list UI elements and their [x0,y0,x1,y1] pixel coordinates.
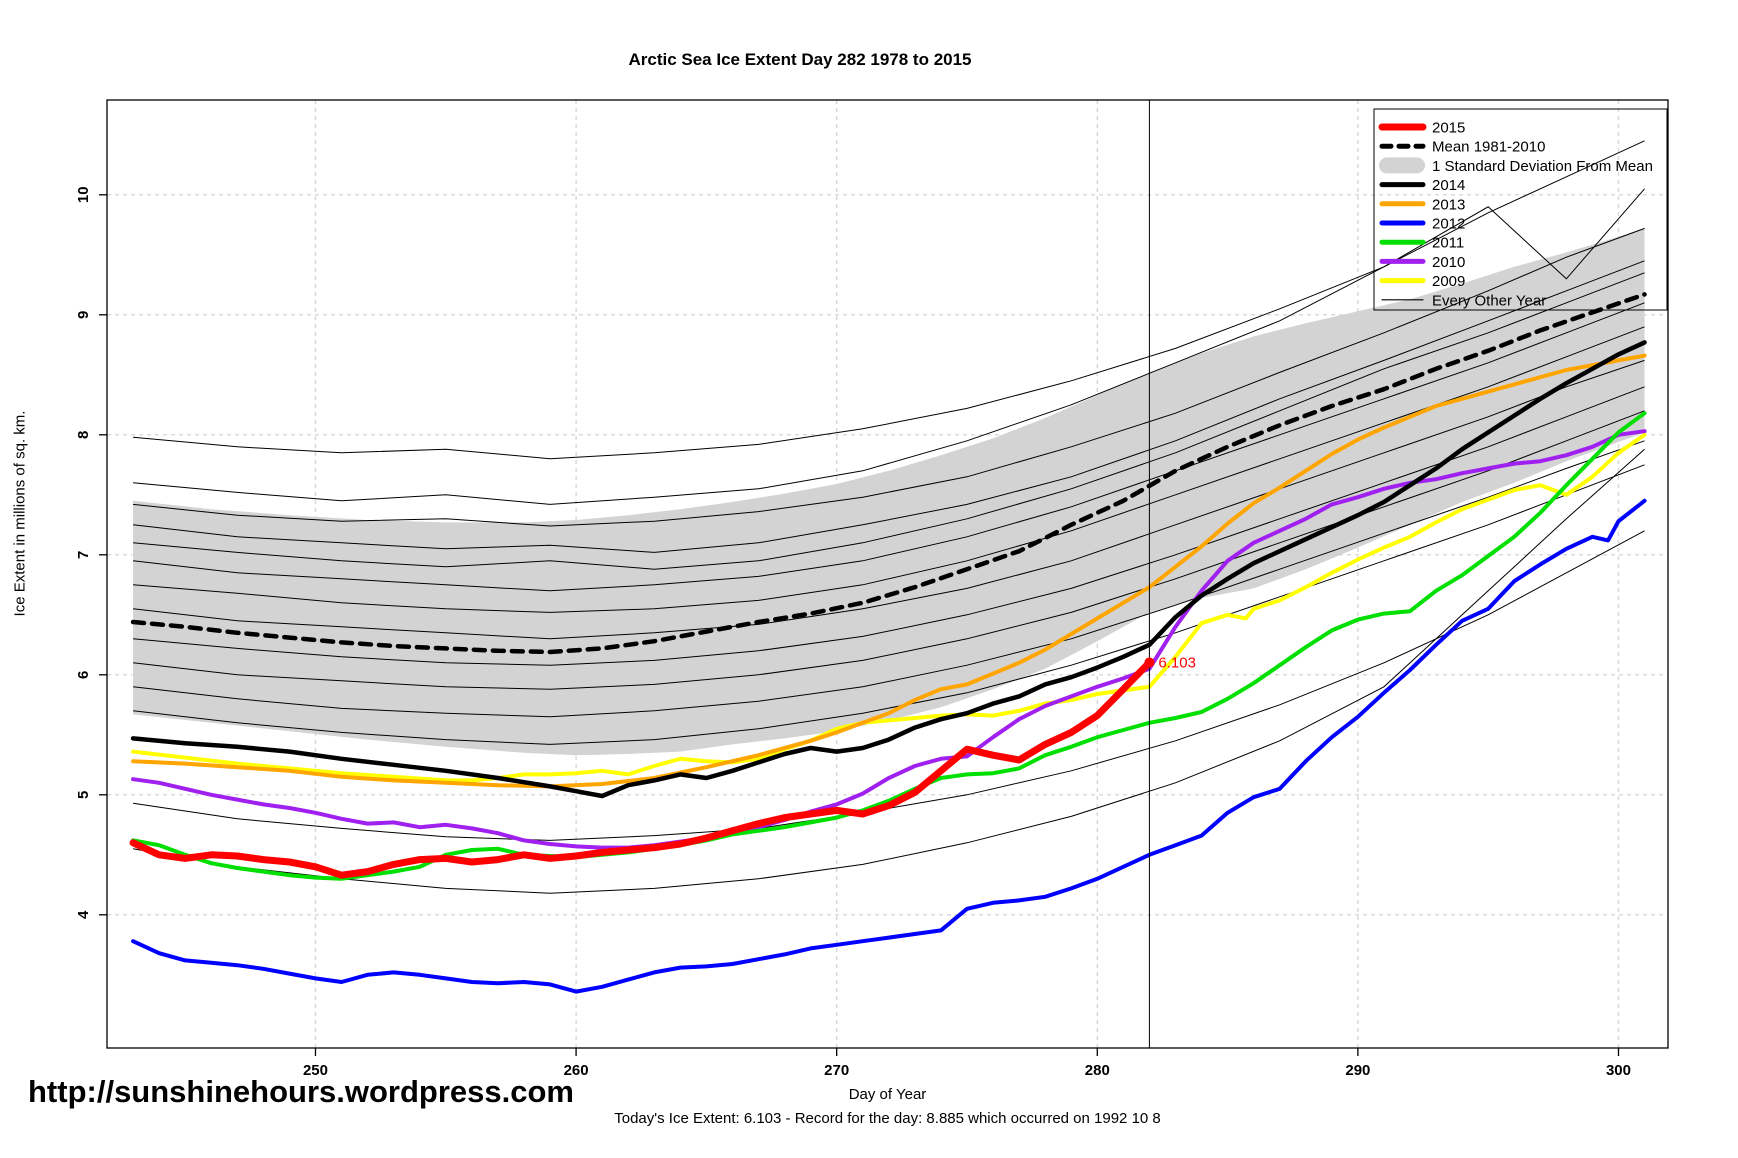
series-2013 [131,353,1647,789]
x-tick-label: 270 [824,1062,849,1079]
other-year-line [133,410,1645,690]
x-axis-label: Day of Year [848,1086,927,1103]
legend-label: 2013 [1432,196,1465,213]
chart-title: Arctic Sea Ice Extent Day 282 1978 to 20… [628,50,972,69]
other-year-line [133,359,1645,640]
series-2012 [131,498,1647,994]
y-tick-label: 6 [75,671,92,679]
watermark-url: http://sunshinehours.wordpress.com [28,1074,574,1109]
y-tick-label: 10 [75,186,92,203]
legend-label: 2014 [1432,177,1465,194]
other-year-line [132,448,1645,894]
x-tick-label: 280 [1085,1062,1110,1079]
series-Mean 1981-2010 [130,292,1647,655]
legend-label: 2015 [1432,120,1465,137]
other-year-line [133,464,1645,745]
status-line: Today's Ice Extent: 6.103 - Record for t… [614,1110,1161,1127]
axes: 250 260 270 280 290 300 4 5 6 7 8 9 10 [75,99,1669,1079]
y-tick-label: 7 [75,551,92,559]
legend-label: Mean 1981-2010 [1432,139,1545,156]
other-year-line [133,440,1645,718]
other-year-line [133,386,1645,666]
legend-swatch-band [1379,157,1425,174]
plot-border [106,99,1669,1049]
year-series-lines [129,292,1647,994]
other-year-lines [132,140,1645,894]
other-year-line [133,227,1645,527]
series-2010 [131,429,1647,850]
y-tick-label: 4 [75,910,92,919]
x-tick-label: 260 [564,1062,589,1079]
legend-label: Every Other Year [1432,292,1546,309]
y-axis-label: Ice Extent in millions of sq. km. [11,410,29,617]
today-value-annotation: 6.103 [1144,654,1196,671]
legend-label: 2010 [1432,254,1465,271]
other-year-line [133,140,1645,460]
legend-label: 2009 [1432,273,1465,290]
y-tick-label: 9 [75,311,92,319]
today-value-label: 6.103 [1158,654,1196,671]
series-2015 [129,658,1153,879]
y-tick-label: 8 [75,431,92,439]
other-year-line [133,260,1645,553]
x-tick-label: 250 [303,1062,328,1079]
legend: 2015 Mean 1981-2010 1 Standard Deviation F… [1373,108,1668,311]
legend-label: 1 Standard Deviation From Mean [1432,158,1653,175]
legend-box [1373,108,1668,311]
y-tick-label: 5 [75,791,92,799]
other-year-line [133,272,1645,570]
legend-label: 2012 [1432,216,1465,233]
x-tick-label: 300 [1606,1062,1631,1079]
legend-label: 2011 [1432,235,1464,252]
other-year-line [133,188,1645,505]
series-2014 [130,340,1647,799]
x-tick-label: 290 [1345,1062,1370,1079]
series-2009 [131,432,1647,783]
other-year-line [133,302,1645,592]
series-2011 [131,411,1647,881]
today-point [1144,657,1155,668]
